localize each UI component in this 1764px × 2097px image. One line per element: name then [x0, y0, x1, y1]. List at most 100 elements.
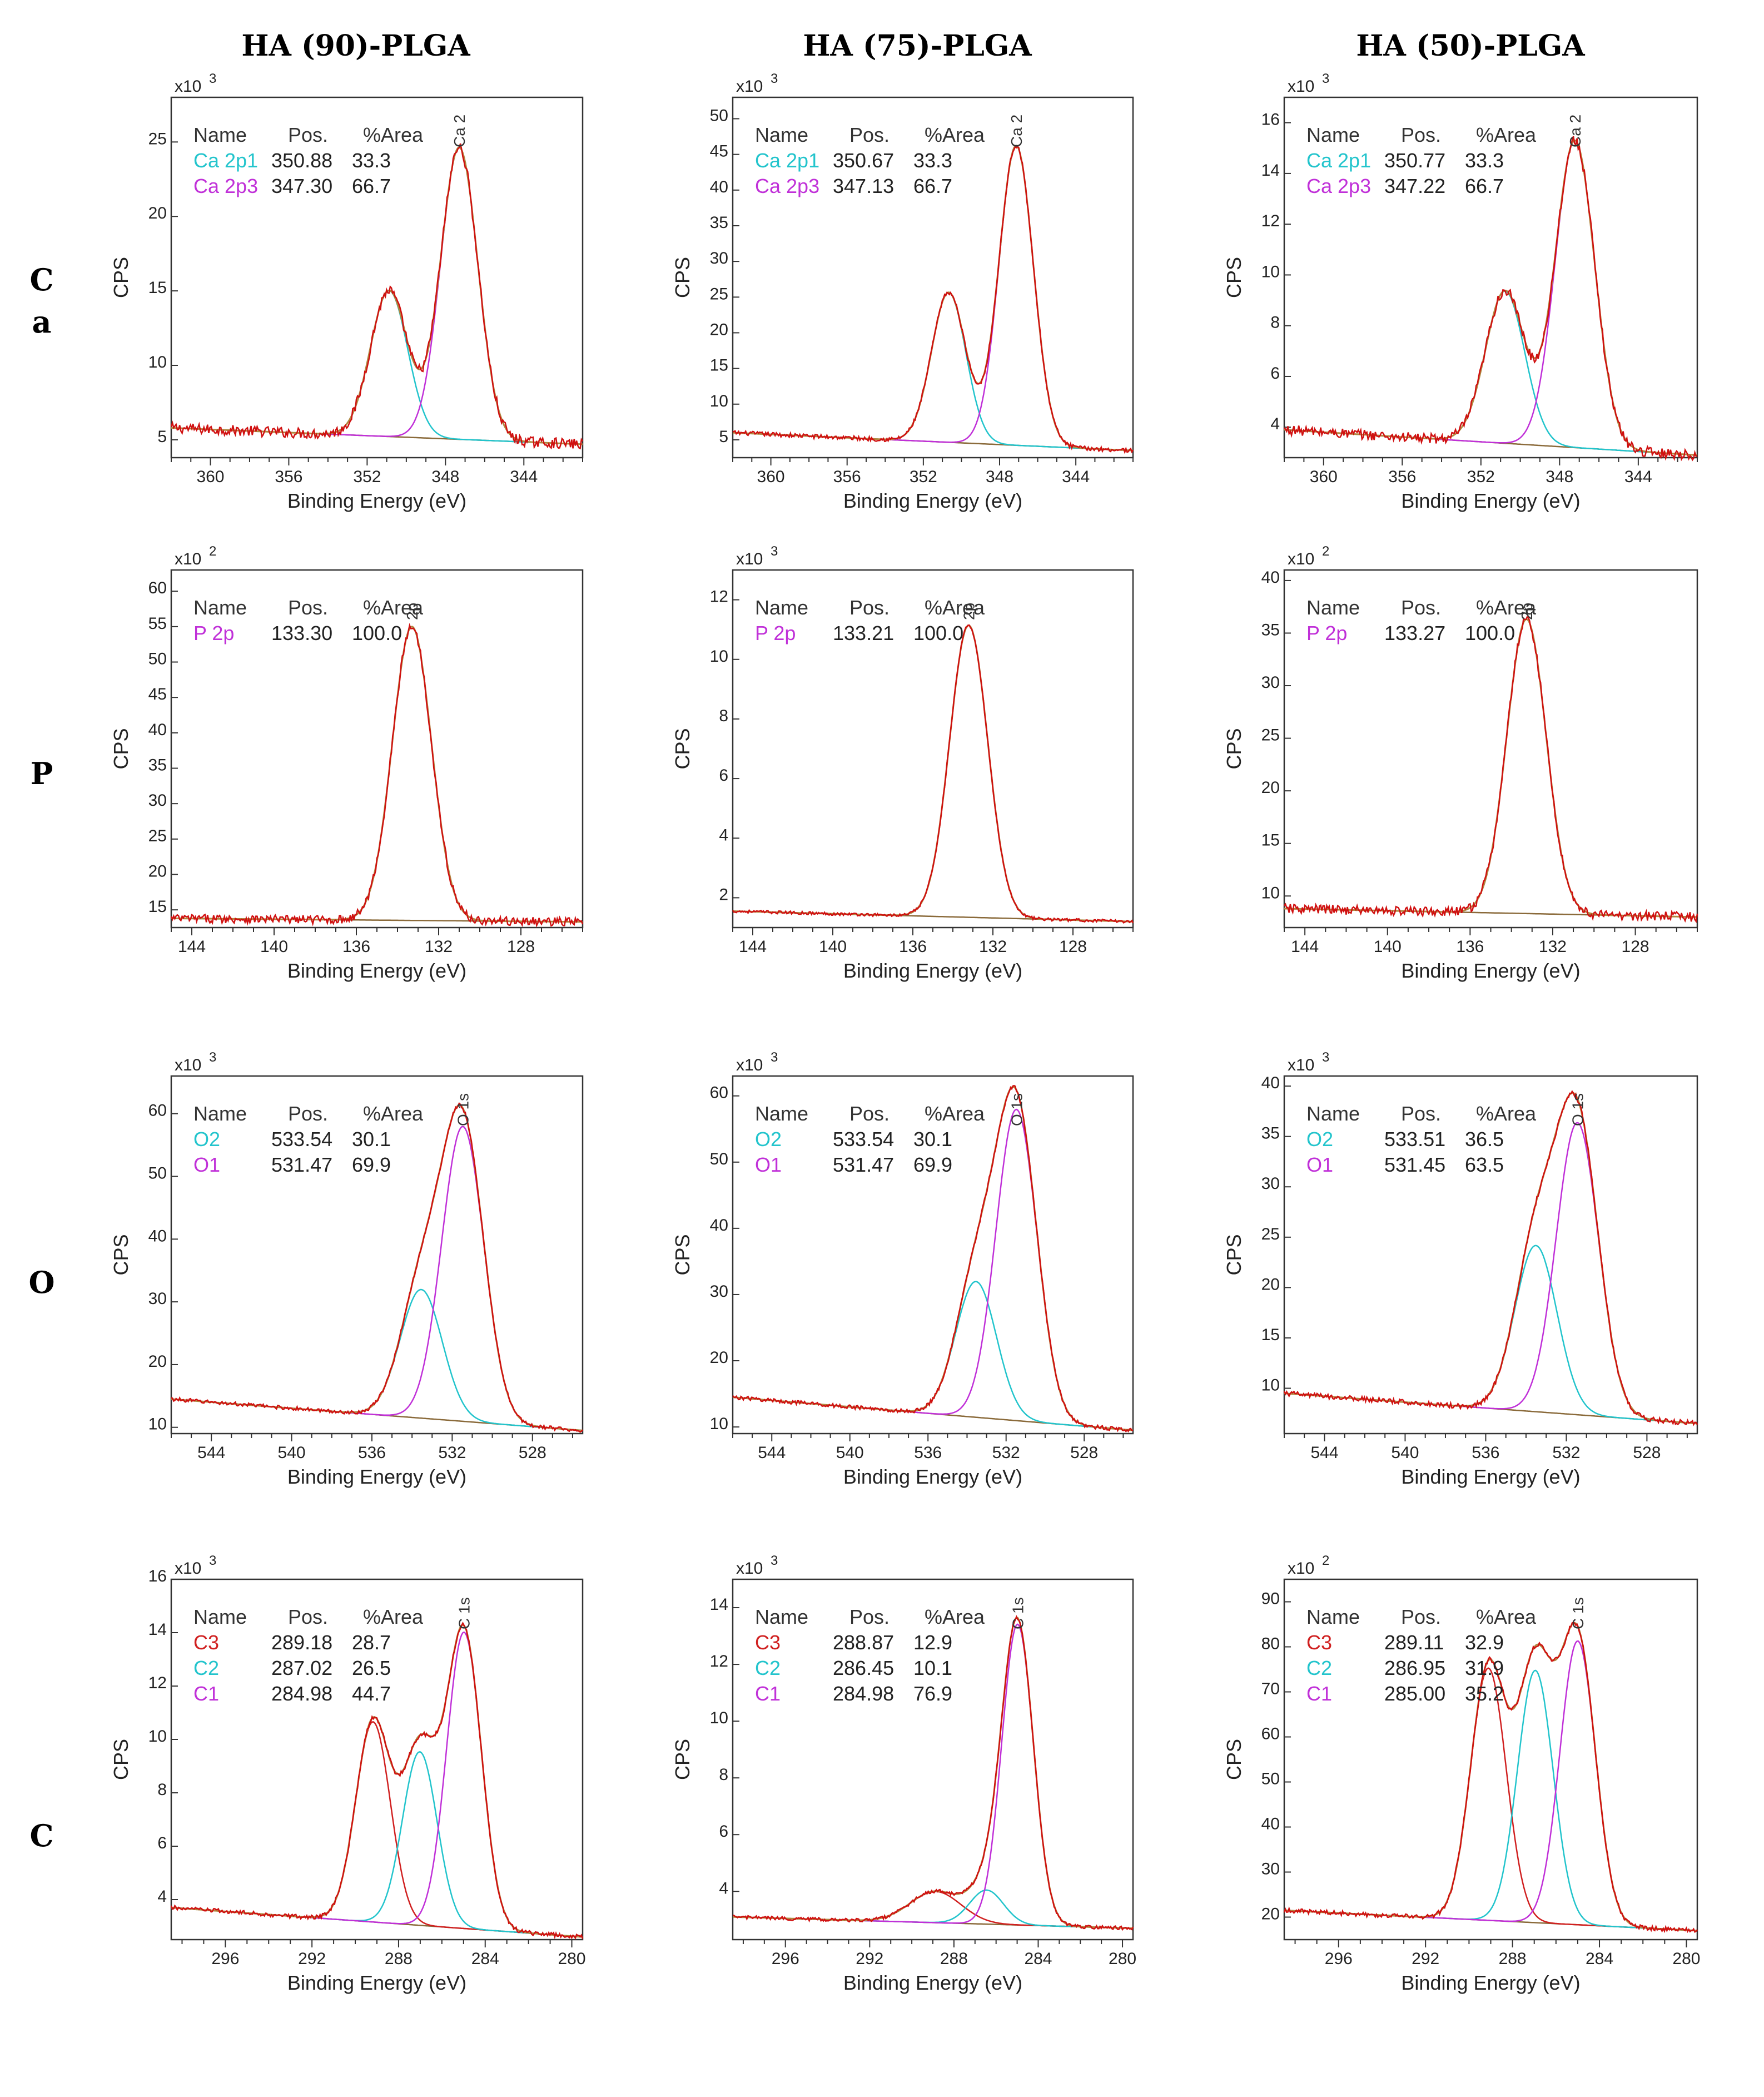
legend-header-area: %Area [363, 123, 424, 146]
x-tick-label: 280 [1672, 1950, 1700, 1968]
legend-area: 35.2 [1465, 1682, 1504, 1705]
y-tick-label: 4 [157, 1887, 167, 1906]
y-tick-label: 5 [719, 428, 728, 446]
x-tick-label: 536 [1472, 1444, 1499, 1462]
x-tick-label: 356 [833, 468, 861, 486]
legend-header-pos: Pos. [849, 123, 890, 146]
legend-header-name: Name [1306, 1605, 1360, 1628]
y-axis-label: CPS [110, 1234, 132, 1275]
x-axis-label: Binding Energy (eV) [843, 489, 1022, 512]
y-axis-label: CPS [1223, 257, 1245, 298]
legend-header-area: %Area [363, 596, 424, 619]
x-tick-label: 288 [385, 1950, 413, 1968]
y-tick-label: 30 [1261, 1174, 1280, 1193]
legend-pos: 531.47 [833, 1153, 894, 1176]
legend-area: 12.9 [913, 1631, 952, 1654]
scale-exponent: 2 [1322, 1553, 1329, 1568]
legend-pos: 533.54 [271, 1128, 332, 1151]
y-axis-label: CPS [1223, 1739, 1245, 1780]
legend-name: C3 [1306, 1631, 1332, 1654]
y-tick-label: 20 [710, 320, 728, 339]
y-tick-label: 4 [1270, 415, 1280, 433]
x-axis-label: Binding Energy (eV) [287, 959, 466, 982]
x-axis-label: Binding Energy (eV) [1401, 959, 1580, 982]
legend-name: C1 [193, 1682, 219, 1705]
y-tick-label: 8 [719, 707, 728, 725]
x-tick-label: 532 [438, 1444, 466, 1462]
y-tick-label: 14 [148, 1620, 167, 1639]
plot-frame [170, 96, 584, 459]
y-tick-label: 15 [148, 279, 167, 297]
panel-p-75: 2 4 6 8 10 12 144 140 136 132 128 Binding Energy (e… [671, 544, 1134, 982]
legend-header-name: Name [193, 596, 247, 619]
legend-pos: 347.22 [1384, 175, 1445, 197]
x-tick-label: 352 [910, 468, 937, 486]
legend-header-name: Name [755, 596, 808, 619]
x-tick-label: 532 [992, 1444, 1020, 1462]
y-tick-label: 15 [710, 356, 728, 375]
y-tick-label: 40 [710, 178, 728, 196]
x-axis-label: Binding Energy (eV) [287, 1465, 466, 1488]
legend-header-name: Name [193, 123, 247, 146]
peak-label: 2p [1518, 603, 1536, 620]
legend-header-pos: Pos. [1401, 123, 1441, 146]
legend-pos: 289.11 [1384, 1631, 1444, 1654]
legend-header-area: %Area [1476, 123, 1537, 146]
x-tick-label: 544 [758, 1444, 786, 1462]
x-tick-label: 540 [1391, 1444, 1419, 1462]
legend-pos: 347.30 [271, 175, 332, 197]
y-tick-label: 50 [710, 106, 728, 125]
y-tick-label: 20 [1261, 1905, 1280, 1924]
legend-header-pos: Pos. [1401, 1102, 1441, 1125]
x-tick-label: 284 [471, 1950, 499, 1968]
legend-area: 76.9 [913, 1682, 952, 1705]
panel-p-50: 10 15 20 25 30 35 40 144 140 136 132 128 Binding Ene… [1223, 544, 1698, 982]
legend-header-name: Name [755, 123, 808, 146]
x-tick-label: 292 [1412, 1950, 1439, 1968]
y-axis-label: CPS [671, 1739, 694, 1780]
panel-p-90: 15 20 25 30 35 40 45 50 55 60 144 140 136 132 128 Bindi… [110, 544, 584, 982]
legend-header-pos: Pos. [1401, 1605, 1441, 1628]
legend-area: 28.7 [352, 1631, 391, 1654]
peak-label: 2p [960, 603, 977, 620]
legend-name: P 2p [1306, 622, 1347, 645]
peak-label: C 1s [1569, 1597, 1587, 1629]
x-tick-label: 352 [1467, 468, 1495, 486]
x-tick-label: 140 [819, 938, 847, 956]
legend-pos: 288.87 [833, 1631, 894, 1654]
scale-exponent: 3 [209, 71, 216, 86]
legend-header-area: %Area [1476, 596, 1537, 619]
legend-header-name: Name [1306, 596, 1360, 619]
x-tick-label: 128 [1622, 938, 1649, 956]
x-tick-label: 280 [1109, 1950, 1136, 1968]
legend-name: Ca 2p3 [193, 175, 258, 197]
legend-pos: 284.98 [271, 1682, 332, 1705]
measured-spectrum [732, 1084, 1134, 1433]
x-axis-label: Binding Energy (eV) [843, 1465, 1022, 1488]
y-tick-label: 10 [148, 1727, 167, 1746]
legend-area: 36.5 [1465, 1128, 1504, 1151]
y-tick-label: 15 [1261, 1326, 1280, 1344]
peak-label: O 1s [1569, 1093, 1586, 1126]
legend-header-area: %Area [363, 1605, 424, 1628]
legend-area: 100.0 [352, 622, 402, 645]
x-tick-label: 144 [739, 938, 767, 956]
legend-pos: 533.54 [833, 1128, 894, 1151]
y-tick-label: 50 [1261, 1770, 1280, 1788]
legend-pos: 350.77 [1384, 149, 1445, 172]
y-tick-label: 15 [1261, 831, 1280, 850]
legend-area: 66.7 [1465, 175, 1504, 197]
y-tick-label: 35 [710, 214, 728, 232]
y-tick-label: 5 [157, 428, 167, 446]
x-tick-label: 128 [1059, 938, 1087, 956]
panel-o-90: 10 20 30 40 50 60 544 540 536 532 528 Binding Energ… [110, 1050, 584, 1488]
y-tick-label: 10 [1261, 1376, 1280, 1394]
scale-multiplier: x10 [175, 1056, 201, 1074]
x-tick-label: 532 [1552, 1444, 1580, 1462]
y-tick-label: 90 [1261, 1590, 1280, 1608]
measured-spectrum [732, 624, 1134, 924]
legend-pos: 133.27 [1384, 622, 1445, 645]
legend-name: O1 [1306, 1153, 1333, 1176]
x-tick-label: 536 [358, 1444, 386, 1462]
